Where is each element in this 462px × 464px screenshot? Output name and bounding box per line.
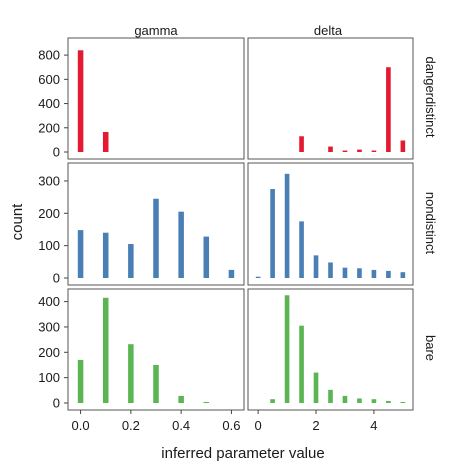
panel-nondistinct-gamma [77,198,235,278]
panel-bare-gamma [77,297,210,403]
panel-dangerdistinct-delta [299,67,406,152]
bar-nondistinct-delta-5 [400,272,406,278]
y-tick-label: 400 [38,294,60,309]
bar-nondistinct-delta-4 [371,269,377,278]
bar-bare-gamma-0.3 [153,364,159,403]
bar-bare-delta-5 [400,401,406,403]
bar-nondistinct-delta-0 [255,276,261,278]
bar-nondistinct-delta-0.5 [270,189,275,278]
column-strip-delta: delta [314,23,343,38]
panel-bare-delta [270,295,406,403]
bar-bare-delta-1.5 [299,325,304,403]
facet-panels: 0 200 400 600 800 0 100 200 300 0 100 200 300 400 [38,37,414,411]
y-axis-bare: 0 100 200 300 400 [38,294,68,411]
bar-dangerdistinct-delta-3.5 [357,149,362,152]
bar-bare-delta-4 [371,399,377,403]
bar-nondistinct-delta-1 [284,173,290,278]
panel-frame-nondistinct-gamma [67,162,245,286]
x-tick-label: 0.2 [122,418,140,433]
panel-dangerdistinct-gamma [77,50,109,152]
y-tick-label: 200 [38,345,60,360]
bar-nondistinct-delta-4.5 [386,270,391,278]
bar-bare-gamma-0.2 [128,344,134,403]
bar-dangerdistinct-delta-2.5 [328,146,333,152]
bar-bare-gamma-0.1 [102,297,109,403]
bar-bare-delta-2.5 [328,389,333,403]
x-tick-label: 0.4 [172,418,190,433]
bar-dangerdistinct-delta-1.5 [299,136,304,152]
bar-dangerdistinct-gamma-0 [77,50,84,152]
y-tick-label: 300 [38,173,60,188]
bar-bare-gamma-0 [77,359,84,403]
panel-frame-dangerdistinct-delta [247,37,414,160]
bar-nondistinct-gamma-0.5 [203,236,210,278]
y-tick-label: 800 [38,48,60,63]
y-tick-label: 300 [38,319,60,334]
bar-nondistinct-gamma-0.4 [178,211,184,278]
row-strip-dangerdistinct: dangerdistinct [423,57,438,138]
bar-dangerdistinct-delta-5 [400,140,406,152]
x-axis-delta: 0 2 4 [255,410,378,433]
y-axis-title: count [9,203,26,241]
bar-nondistinct-delta-3.5 [357,268,362,278]
bar-bare-delta-2 [313,372,319,403]
y-tick-label: 200 [38,120,60,135]
y-tick-label: 600 [38,72,60,87]
row-strip-bare: bare [423,335,438,361]
panel-frame-bare-gamma [67,288,245,411]
bar-nondistinct-gamma-0 [77,230,84,278]
bar-nondistinct-gamma-0.1 [102,232,109,278]
bar-dangerdistinct-gamma-0.1 [102,132,109,152]
bar-nondistinct-delta-2 [313,255,319,278]
bar-bare-delta-3.5 [357,398,362,403]
bar-nondistinct-delta-2.5 [328,262,333,278]
bar-nondistinct-gamma-0.2 [128,244,134,278]
panel-frame-nondistinct-delta [247,162,414,286]
y-tick-label: 100 [38,370,60,385]
x-tick-label: 0.6 [222,418,240,433]
strip-labels: gamma delta dangerdistinct nondistinct b… [134,23,438,361]
row-strip-nondistinct: nondistinct [423,192,438,255]
y-tick-label: 0 [53,271,60,286]
x-tick-label: 0.0 [72,418,90,433]
bar-bare-gamma-0.5 [203,401,210,403]
x-axis-title: inferred parameter value [161,445,324,462]
panel-frame-dangerdistinct-gamma [67,37,245,160]
bar-bare-delta-1 [284,295,290,403]
x-axes: 0.0 0.2 0.4 0.6 0 2 4 [72,410,378,433]
bar-bare-delta-4.5 [386,400,391,403]
y-tick-label: 400 [38,96,60,111]
bar-bare-delta-3 [342,395,348,403]
x-tick-label: 0 [255,418,262,433]
bar-nondistinct-delta-3 [342,267,348,278]
y-tick-label: 100 [38,238,60,253]
bar-dangerdistinct-delta-3 [342,150,348,152]
y-axis-dangerdistinct: 0 200 400 600 800 [38,48,68,160]
bar-nondistinct-gamma-0.3 [153,198,159,278]
y-axis-nondistinct: 0 100 200 300 [38,173,68,286]
panel-frame-bare-delta [247,288,414,411]
bar-dangerdistinct-delta-4.5 [386,67,391,152]
x-tick-label: 4 [370,418,377,433]
bar-nondistinct-gamma-0.6 [228,269,235,278]
x-tick-label: 2 [312,418,319,433]
y-tick-label: 0 [53,396,60,411]
bar-nondistinct-delta-1.5 [299,221,304,278]
panel-nondistinct-delta [255,173,406,278]
column-strip-gamma: gamma [134,23,178,38]
bar-bare-gamma-0.4 [178,395,184,403]
y-tick-label: 200 [38,206,60,221]
x-axis-gamma: 0.0 0.2 0.4 0.6 [72,410,240,433]
y-tick-label: 0 [53,145,60,160]
bar-bare-delta-0.5 [270,399,275,403]
bar-dangerdistinct-delta-4 [371,150,377,152]
